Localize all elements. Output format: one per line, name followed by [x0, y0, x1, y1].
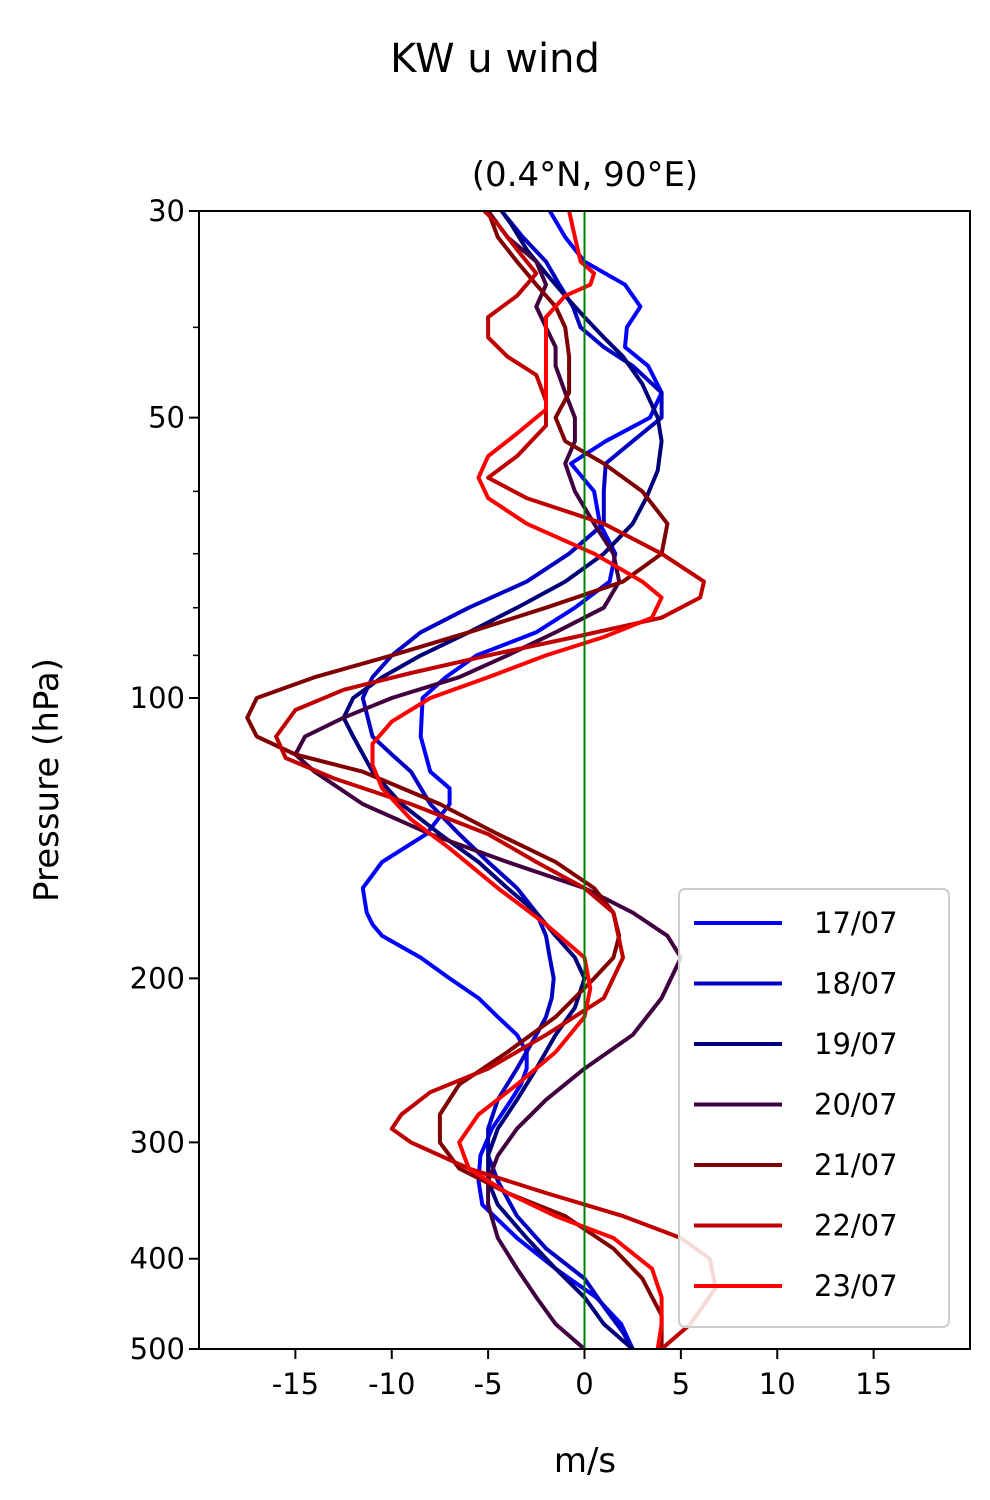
chart-subtitle: (0.4°N, 90°E) [472, 155, 698, 195]
y-axis-label: Pressure (hPa) [27, 658, 67, 902]
plot-area [245, 211, 718, 1349]
x-tick-label: 10 [759, 1367, 796, 1401]
series-line-23-07 [370, 211, 664, 1349]
y-tick-label: 200 [130, 961, 185, 995]
legend-label: 20/07 [814, 1088, 898, 1122]
series-line-20-07 [293, 211, 683, 1349]
x-axis-ticks: -15 -10 -5 0 5 10 15 [272, 1349, 892, 1401]
legend-box [678, 888, 950, 1328]
x-tick-label: 0 [575, 1367, 593, 1401]
legend-label: 18/07 [814, 967, 898, 1001]
x-tick-label: 5 [672, 1367, 690, 1401]
series-layer [245, 211, 718, 1349]
series-line-18-07 [360, 211, 664, 1349]
x-tick-label: -15 [272, 1367, 319, 1401]
legend-label: 23/07 [814, 1269, 898, 1303]
legend-label: 17/07 [814, 906, 898, 940]
series-line-19-07 [341, 211, 664, 1349]
legend-label: 19/07 [814, 1027, 898, 1061]
x-axis-label: m/s [554, 1441, 616, 1481]
x-tick-label: 15 [855, 1367, 892, 1401]
x-tick-label: -10 [368, 1367, 415, 1401]
y-tick-label: 500 [130, 1332, 185, 1366]
legend-label: 21/07 [814, 1148, 898, 1182]
y-tick-label: 300 [130, 1125, 185, 1159]
series-line-21-07 [245, 211, 670, 1349]
y-axis-ticks: 30 50 100 200 300 400 500 [130, 194, 199, 1366]
y-tick-label: 400 [130, 1242, 185, 1276]
y-tick-label: 100 [130, 681, 185, 715]
y-tick-label: 50 [148, 401, 185, 435]
legend: 17/07 18/07 19/07 20/07 21/07 22/07 23/07 [678, 888, 950, 1328]
legend-label: 22/07 [814, 1209, 898, 1243]
series-line-22-07 [274, 211, 718, 1349]
x-tick-label: -5 [474, 1367, 503, 1401]
chart-title: KW u wind [390, 36, 600, 82]
y-tick-label: 30 [148, 194, 185, 228]
